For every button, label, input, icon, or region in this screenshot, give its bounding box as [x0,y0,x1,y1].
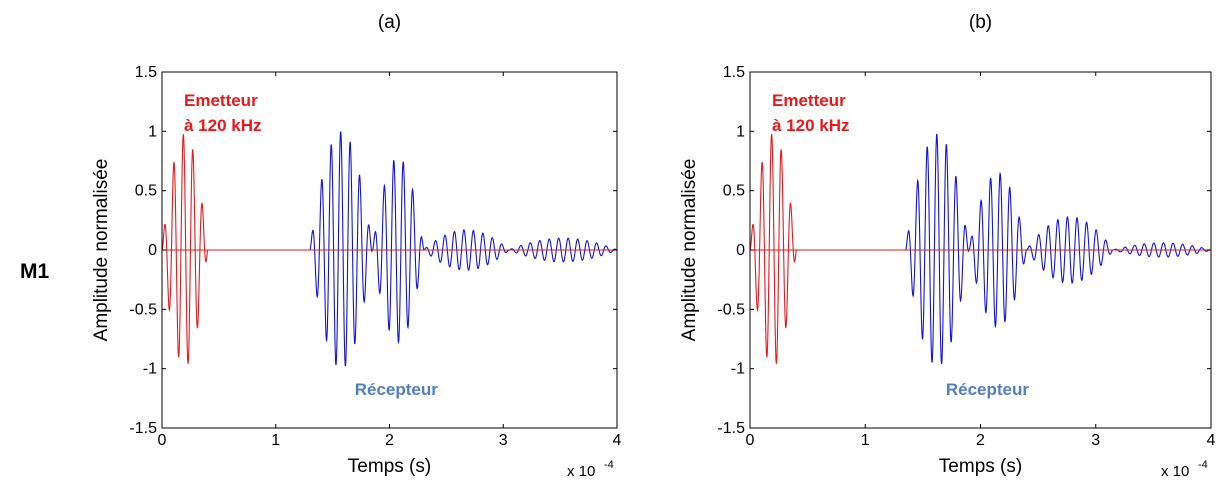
x-tick-label: 3 [1091,432,1100,449]
plot-area [162,131,617,367]
emitter-frequency-annotation: à 120 kHz [184,116,262,135]
y-tick-label: -1.5 [717,420,745,437]
y-tick-label: 0.5 [723,183,745,200]
x-tick-label: 1 [271,432,280,449]
x-multiplier-exponent: -4 [604,459,614,471]
y-tick-label: -0.5 [717,301,745,318]
x-multiplier: x 10 [1161,463,1189,480]
y-tick-label: -0.5 [129,301,157,318]
receiver-series [750,133,1211,364]
y-tick-label: -1 [731,361,745,378]
x-axis-label: Temps (s) [348,456,431,477]
x-tick-label: 1 [861,432,870,449]
x-tick-label: 0 [746,432,755,449]
chart-b: (b) 0 1 2 3 4 -1.5 -1 -0.5 0 0.5 1 1.5 Temps (s) Ampli… [679,12,1216,480]
x-tick-label: 3 [499,432,508,449]
x-multiplier-exponent: -4 [1198,459,1208,471]
plot-area [750,133,1211,365]
x-tick-label: 0 [158,432,167,449]
x-multiplier: x 10 [567,463,595,480]
row-label: M1 [20,260,50,283]
y-tick-label: 0.5 [135,183,157,200]
x-tick-label: 2 [976,432,985,449]
receiver-annotation: Récepteur [355,380,439,399]
y-tick-label: 1.5 [723,64,745,81]
x-tick-label: 2 [385,432,394,449]
y-tick-label: 1 [736,123,745,140]
receiver-series [162,131,617,367]
y-tick-label: 1.5 [135,64,157,81]
y-tick-label: 0 [736,242,745,259]
emitter-annotation: Emetteur [184,91,258,110]
x-tick-label: 4 [1207,432,1216,449]
x-axis-label: Temps (s) [939,456,1022,477]
y-tick-label: 0 [148,242,157,259]
x-tick-label: 4 [613,432,622,449]
emitter-frequency-annotation: à 120 kHz [772,116,850,135]
y-axis-label: Amplitude normalisée [91,159,112,342]
y-axis-label: Amplitude normalisée [679,159,700,342]
y-tick-label: -1 [143,361,157,378]
receiver-annotation: Récepteur [946,380,1030,399]
emitter-annotation: Emetteur [772,91,846,110]
y-tick-label: 1 [148,123,157,140]
chart-title: (a) [378,12,401,33]
chart-title: (b) [969,12,992,33]
y-tick-label: -1.5 [129,420,157,437]
chart-a: (a) 0 1 2 3 4 -1.5 -1 -0.5 0 0.5 1 1.5 Temps (s) Ampli… [91,12,622,480]
